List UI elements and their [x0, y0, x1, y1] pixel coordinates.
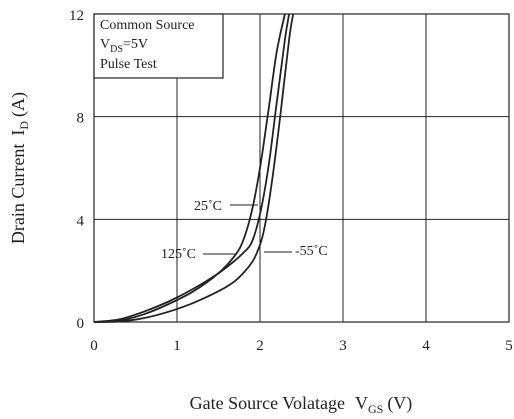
x-tick-label: 3: [339, 338, 347, 354]
label-125c: 125˚C: [161, 247, 196, 262]
y-tick-label: 4: [77, 213, 85, 229]
series-line-2: [93, 13, 295, 323]
x-tick-label: 0: [90, 338, 98, 354]
legend-box: Common Source VDS=5V Pulse Test: [93, 13, 224, 79]
series-line-0: [93, 13, 286, 323]
x-axis-label: Gate Source Volatage VGS (V): [190, 393, 413, 416]
legend-line-1: Common Source: [100, 18, 195, 33]
x-tick-label: 5: [505, 338, 513, 354]
series-line-1: [93, 13, 290, 323]
plot-frame: [93, 13, 510, 323]
y-axis-label: Drain CurrentID(A): [8, 92, 31, 244]
legend-line-2: VDS=5V: [100, 37, 148, 55]
label-25c: 25˚C: [194, 199, 222, 214]
legend-line-3: Pulse Test: [100, 57, 157, 72]
y-tick-label: 12: [69, 8, 84, 24]
x-tick-label: 2: [256, 338, 264, 354]
x-tick-label: 4: [422, 338, 430, 354]
y-tick-label: 0: [77, 316, 85, 332]
curve-labels: 25˚C 125˚C -55˚C: [161, 199, 328, 262]
label-minus55c: -55˚C: [295, 244, 328, 259]
x-tick-label: 1: [173, 338, 181, 354]
y-tick-label: 8: [77, 111, 85, 127]
